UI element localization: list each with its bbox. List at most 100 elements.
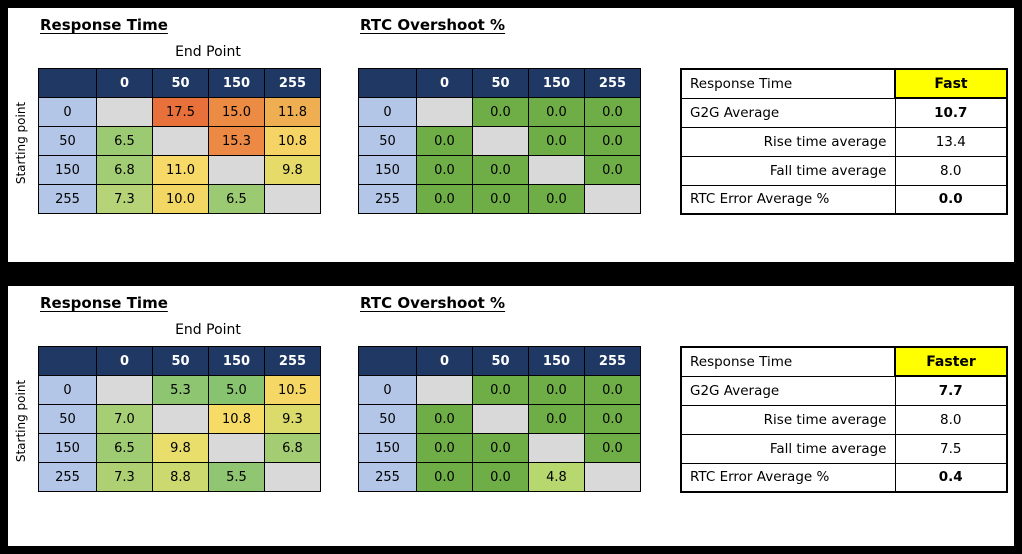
summary-header-label[interactable]: Response Time <box>680 68 896 99</box>
summary-row-label[interactable]: RTC Error Average % <box>680 184 896 215</box>
matrix-value-cell[interactable]: 0.0 <box>584 404 641 434</box>
matrix-value-cell[interactable]: 0.0 <box>472 184 529 214</box>
summary-row-value[interactable]: 8.0 <box>894 155 1008 186</box>
matrix-diagonal-cell[interactable] <box>96 375 153 405</box>
summary-row-label[interactable]: G2G Average <box>680 375 896 406</box>
matrix-value-cell[interactable]: 0.0 <box>472 375 529 405</box>
matrix-value-cell[interactable]: 0.0 <box>416 433 473 463</box>
matrix-row-header[interactable]: 0 <box>38 375 97 405</box>
summary-row-value[interactable]: 7.7 <box>894 375 1008 406</box>
summary-row-value[interactable]: 13.4 <box>894 126 1008 157</box>
matrix-col-header[interactable]: 0 <box>96 68 153 98</box>
matrix-value-cell[interactable]: 0.0 <box>416 126 473 156</box>
matrix-diagonal-cell[interactable] <box>416 97 473 127</box>
matrix-value-cell[interactable]: 15.0 <box>208 97 265 127</box>
matrix-value-cell[interactable]: 0.0 <box>472 155 529 185</box>
matrix-value-cell[interactable]: 6.5 <box>96 126 153 156</box>
matrix-row-header[interactable]: 150 <box>38 433 97 463</box>
matrix-value-cell[interactable]: 10.8 <box>264 126 321 156</box>
summary-row-label[interactable]: RTC Error Average % <box>680 462 896 493</box>
matrix-diagonal-cell[interactable] <box>584 462 641 492</box>
matrix-row-header[interactable]: 150 <box>358 433 417 463</box>
matrix-value-cell[interactable]: 6.5 <box>208 184 265 214</box>
matrix-value-cell[interactable]: 0.0 <box>416 462 473 492</box>
matrix-value-cell[interactable]: 4.8 <box>528 462 585 492</box>
matrix-col-header[interactable]: 50 <box>472 346 529 376</box>
matrix-value-cell[interactable]: 0.0 <box>584 126 641 156</box>
matrix-diagonal-cell[interactable] <box>264 184 321 214</box>
matrix-row-header[interactable]: 255 <box>358 184 417 214</box>
summary-row-value[interactable]: 7.5 <box>894 433 1008 464</box>
matrix-value-cell[interactable]: 8.8 <box>152 462 209 492</box>
matrix-row-header[interactable]: 0 <box>358 97 417 127</box>
summary-row-label[interactable]: Rise time average <box>680 126 896 157</box>
matrix-value-cell[interactable]: 5.5 <box>208 462 265 492</box>
matrix-col-header[interactable]: 150 <box>208 68 265 98</box>
matrix-diagonal-cell[interactable] <box>208 155 265 185</box>
matrix-col-header[interactable]: 255 <box>584 68 641 98</box>
matrix-value-cell[interactable]: 0.0 <box>528 126 585 156</box>
matrix-row-header[interactable]: 0 <box>358 375 417 405</box>
matrix-col-header[interactable]: 0 <box>416 68 473 98</box>
matrix-diagonal-cell[interactable] <box>416 375 473 405</box>
matrix-value-cell[interactable]: 0.0 <box>584 155 641 185</box>
matrix-diagonal-cell[interactable] <box>264 462 321 492</box>
matrix-diagonal-cell[interactable] <box>528 155 585 185</box>
matrix-diagonal-cell[interactable] <box>208 433 265 463</box>
matrix-value-cell[interactable]: 9.8 <box>264 155 321 185</box>
summary-row-value[interactable]: 0.4 <box>894 462 1008 493</box>
matrix-value-cell[interactable]: 10.8 <box>208 404 265 434</box>
matrix-value-cell[interactable]: 0.0 <box>584 433 641 463</box>
summary-row-label[interactable]: Rise time average <box>680 404 896 435</box>
matrix-value-cell[interactable]: 0.0 <box>472 433 529 463</box>
matrix-row-header[interactable]: 50 <box>38 404 97 434</box>
matrix-col-header[interactable]: 255 <box>264 346 321 376</box>
matrix-value-cell[interactable]: 0.0 <box>528 97 585 127</box>
matrix-value-cell[interactable]: 7.3 <box>96 462 153 492</box>
matrix-col-header[interactable]: 255 <box>584 346 641 376</box>
matrix-col-header[interactable]: 150 <box>528 346 585 376</box>
matrix-row-header[interactable]: 255 <box>358 462 417 492</box>
matrix-col-header[interactable]: 50 <box>152 346 209 376</box>
matrix-row-header[interactable]: 0 <box>38 97 97 127</box>
matrix-col-header[interactable]: 0 <box>96 346 153 376</box>
matrix-value-cell[interactable]: 0.0 <box>528 375 585 405</box>
matrix-value-cell[interactable]: 6.8 <box>264 433 321 463</box>
matrix-value-cell[interactable]: 0.0 <box>584 97 641 127</box>
matrix-diagonal-cell[interactable] <box>584 184 641 214</box>
matrix-value-cell[interactable]: 15.3 <box>208 126 265 156</box>
matrix-value-cell[interactable]: 0.0 <box>528 184 585 214</box>
matrix-diagonal-cell[interactable] <box>472 404 529 434</box>
matrix-row-header[interactable]: 150 <box>38 155 97 185</box>
matrix-diagonal-cell[interactable] <box>152 126 209 156</box>
matrix-value-cell[interactable]: 5.0 <box>208 375 265 405</box>
summary-header-label[interactable]: Response Time <box>680 346 896 377</box>
summary-grade-cell[interactable]: Faster <box>894 346 1008 377</box>
matrix-diagonal-cell[interactable] <box>96 97 153 127</box>
matrix-value-cell[interactable]: 7.3 <box>96 184 153 214</box>
matrix-value-cell[interactable]: 0.0 <box>472 97 529 127</box>
summary-row-value[interactable]: 10.7 <box>894 97 1008 128</box>
matrix-value-cell[interactable]: 0.0 <box>416 184 473 214</box>
matrix-row-header[interactable]: 50 <box>38 126 97 156</box>
matrix-value-cell[interactable]: 11.0 <box>152 155 209 185</box>
matrix-value-cell[interactable]: 6.5 <box>96 433 153 463</box>
matrix-row-header[interactable]: 150 <box>358 155 417 185</box>
matrix-value-cell[interactable]: 0.0 <box>528 404 585 434</box>
matrix-value-cell[interactable]: 10.5 <box>264 375 321 405</box>
matrix-col-header[interactable]: 50 <box>472 68 529 98</box>
matrix-diagonal-cell[interactable] <box>472 126 529 156</box>
matrix-value-cell[interactable]: 0.0 <box>416 404 473 434</box>
matrix-col-header[interactable]: 150 <box>208 346 265 376</box>
summary-grade-cell[interactable]: Fast <box>894 68 1008 99</box>
summary-row-label[interactable]: Fall time average <box>680 155 896 186</box>
matrix-value-cell[interactable]: 0.0 <box>472 462 529 492</box>
matrix-col-header[interactable]: 255 <box>264 68 321 98</box>
matrix-value-cell[interactable]: 5.3 <box>152 375 209 405</box>
matrix-row-header[interactable]: 255 <box>38 462 97 492</box>
matrix-value-cell[interactable]: 17.5 <box>152 97 209 127</box>
matrix-value-cell[interactable]: 7.0 <box>96 404 153 434</box>
matrix-row-header[interactable]: 255 <box>38 184 97 214</box>
summary-row-value[interactable]: 0.0 <box>894 184 1008 215</box>
matrix-diagonal-cell[interactable] <box>528 433 585 463</box>
